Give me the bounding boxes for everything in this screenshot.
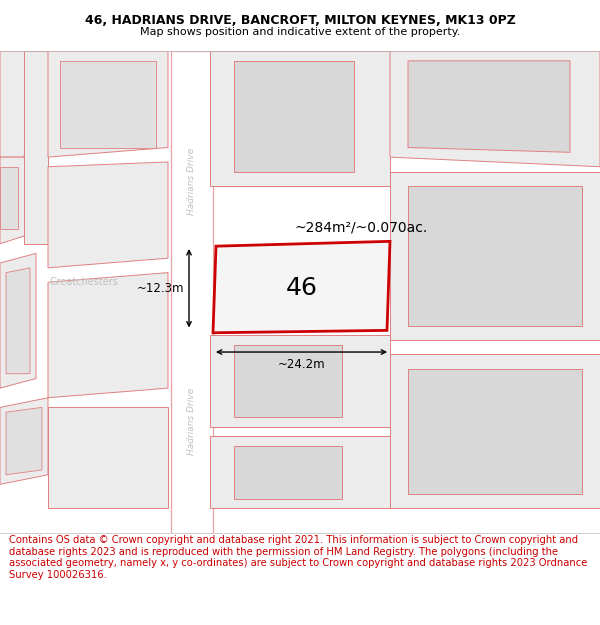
Text: ~24.2m: ~24.2m: [278, 357, 325, 371]
Polygon shape: [408, 186, 582, 326]
Text: Map shows position and indicative extent of the property.: Map shows position and indicative extent…: [140, 27, 460, 37]
Polygon shape: [0, 51, 36, 157]
Polygon shape: [48, 272, 168, 398]
Polygon shape: [6, 268, 30, 374]
Text: Contains OS data © Crown copyright and database right 2021. This information is : Contains OS data © Crown copyright and d…: [9, 535, 587, 580]
Polygon shape: [48, 162, 168, 268]
Polygon shape: [390, 171, 600, 340]
Polygon shape: [210, 335, 390, 427]
Polygon shape: [60, 61, 156, 148]
Polygon shape: [390, 51, 600, 167]
Polygon shape: [234, 61, 354, 171]
Polygon shape: [0, 253, 36, 388]
Polygon shape: [0, 398, 48, 484]
Polygon shape: [0, 157, 30, 244]
Polygon shape: [171, 51, 213, 532]
Polygon shape: [390, 354, 600, 509]
Polygon shape: [0, 167, 18, 229]
Text: Hadrians Drive: Hadrians Drive: [187, 148, 197, 215]
Polygon shape: [24, 51, 48, 244]
Polygon shape: [210, 51, 390, 186]
Text: 46: 46: [286, 276, 317, 300]
Polygon shape: [210, 436, 390, 509]
Polygon shape: [234, 446, 342, 499]
Text: Greatchesters: Greatchesters: [50, 278, 118, 288]
Polygon shape: [48, 408, 168, 509]
Polygon shape: [213, 241, 390, 332]
Polygon shape: [6, 408, 42, 475]
Polygon shape: [408, 369, 582, 494]
Text: Hadrians Drive: Hadrians Drive: [187, 388, 197, 456]
Polygon shape: [234, 345, 342, 417]
Text: ~284m²/~0.070ac.: ~284m²/~0.070ac.: [294, 220, 427, 234]
Polygon shape: [48, 51, 168, 157]
Text: 46, HADRIANS DRIVE, BANCROFT, MILTON KEYNES, MK13 0PZ: 46, HADRIANS DRIVE, BANCROFT, MILTON KEY…: [85, 14, 515, 28]
Polygon shape: [408, 61, 570, 152]
Text: ~12.3m: ~12.3m: [137, 282, 184, 295]
